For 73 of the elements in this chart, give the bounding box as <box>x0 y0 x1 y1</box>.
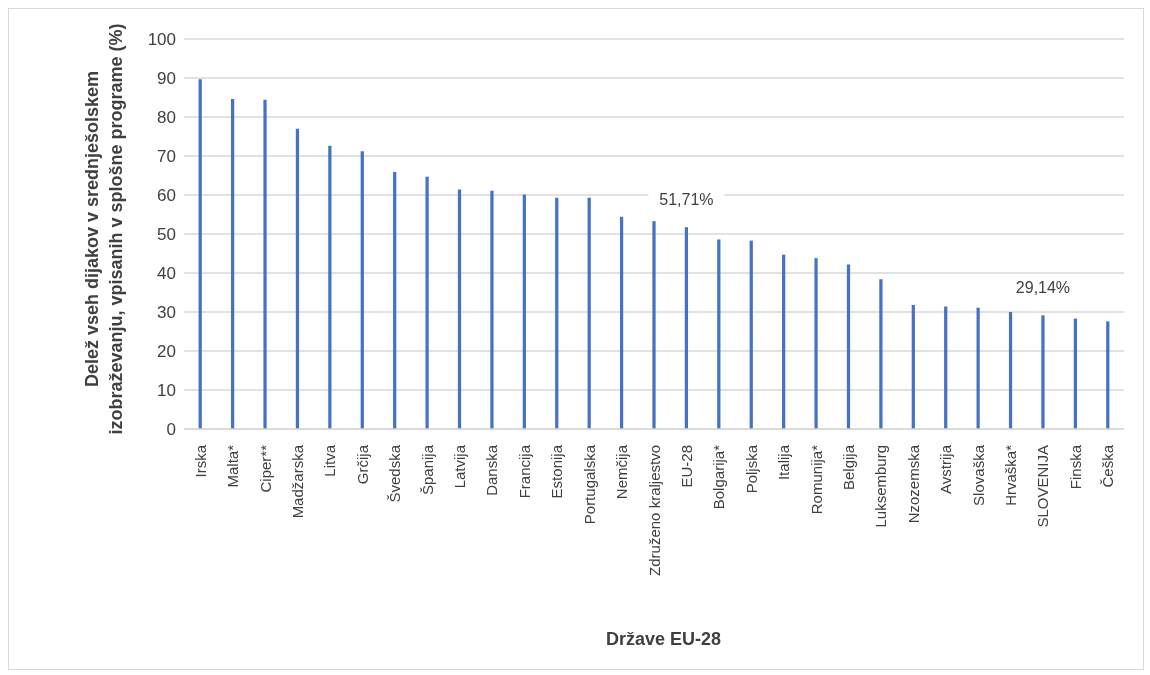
y-tick-label: 0 <box>166 420 176 440</box>
y-tick-label: 70 <box>157 147 176 167</box>
x-tick-label: Hrvaška* <box>1002 444 1020 506</box>
x-tick-label: Grčija <box>353 444 371 485</box>
x-tick-label: Francija <box>515 444 533 499</box>
bar <box>522 194 526 429</box>
bar <box>619 216 624 429</box>
x-tick-label: Irska <box>191 444 209 478</box>
x-tick-label: Malta* <box>224 444 242 488</box>
y-axis-title: Delež vseh dijakov v srednješolskem izobraževanju, vpisanih v splošne programe (%) <box>81 22 127 437</box>
data-label: 29,14% <box>1015 278 1071 296</box>
bar <box>944 306 948 429</box>
x-tick-label: Italija <box>775 444 793 481</box>
x-tick-label: Združeno kraljestvo <box>645 445 663 576</box>
x-tick-label: Estonija <box>548 444 566 499</box>
bar <box>846 264 851 429</box>
bar <box>263 99 267 429</box>
x-tick-label: SLOVENIJA <box>1034 445 1052 528</box>
x-tick-label: Danska <box>483 444 501 496</box>
y-tick-label: 100 <box>147 30 176 50</box>
x-tick-label: Češka <box>1099 444 1117 488</box>
x-tick-label: Luksemburg <box>872 445 890 528</box>
x-tick-label: Ciper** <box>256 444 274 493</box>
x-tick-label: Švedska <box>386 444 404 503</box>
bar <box>814 258 818 429</box>
x-tick-label: Bolgarija* <box>710 444 728 510</box>
bar <box>587 197 591 429</box>
x-tick-label: Nemčija <box>613 444 631 500</box>
x-tick-label: Slovaška <box>969 444 987 506</box>
y-tick-label: 40 <box>157 264 176 284</box>
bar <box>717 239 721 429</box>
bar <box>1008 312 1013 429</box>
bar <box>393 171 397 429</box>
x-tick-label: Belgija <box>839 444 857 491</box>
bar <box>328 145 332 429</box>
bar <box>1041 315 1045 429</box>
x-tick-label: Latvija <box>451 444 469 489</box>
y-tick-label: 20 <box>157 342 176 362</box>
y-tick-label: 50 <box>157 225 176 245</box>
x-tick-label: Poljska <box>742 444 760 494</box>
y-tick-label: 60 <box>157 186 176 206</box>
y-tick-label: 30 <box>157 303 176 323</box>
bar <box>231 99 235 429</box>
bar <box>879 279 883 429</box>
bar <box>198 79 202 429</box>
bar <box>425 176 429 429</box>
x-tick-label: Avstrija <box>937 444 955 494</box>
x-tick-label: Portugalska <box>580 444 598 525</box>
bar <box>749 240 753 429</box>
x-axis-title: Države EU-28 <box>604 629 723 650</box>
bar <box>490 190 494 429</box>
bar <box>976 307 980 429</box>
bar <box>782 254 786 429</box>
x-tick-label: Litva <box>321 444 339 477</box>
x-tick-label: Romunija* <box>807 444 825 515</box>
bar <box>555 197 559 429</box>
bar <box>1073 318 1077 429</box>
x-tick-label: Madžarska <box>288 444 306 519</box>
x-tick-label: Španija <box>418 444 436 496</box>
bar <box>911 304 915 429</box>
x-tick-label: Finska <box>1066 444 1084 490</box>
bar <box>684 227 689 429</box>
data-label: 51,71% <box>659 190 714 208</box>
y-tick-label: 90 <box>157 69 176 89</box>
bar <box>652 221 656 429</box>
x-tick-label: EU-28 <box>677 445 695 488</box>
y-tick-label: 80 <box>157 108 176 128</box>
bar <box>457 189 462 429</box>
bar <box>360 151 364 429</box>
x-tick-label: Nzozemska <box>904 444 922 524</box>
y-tick-label: 10 <box>157 381 176 401</box>
bar <box>295 128 300 429</box>
bar <box>1106 321 1110 429</box>
